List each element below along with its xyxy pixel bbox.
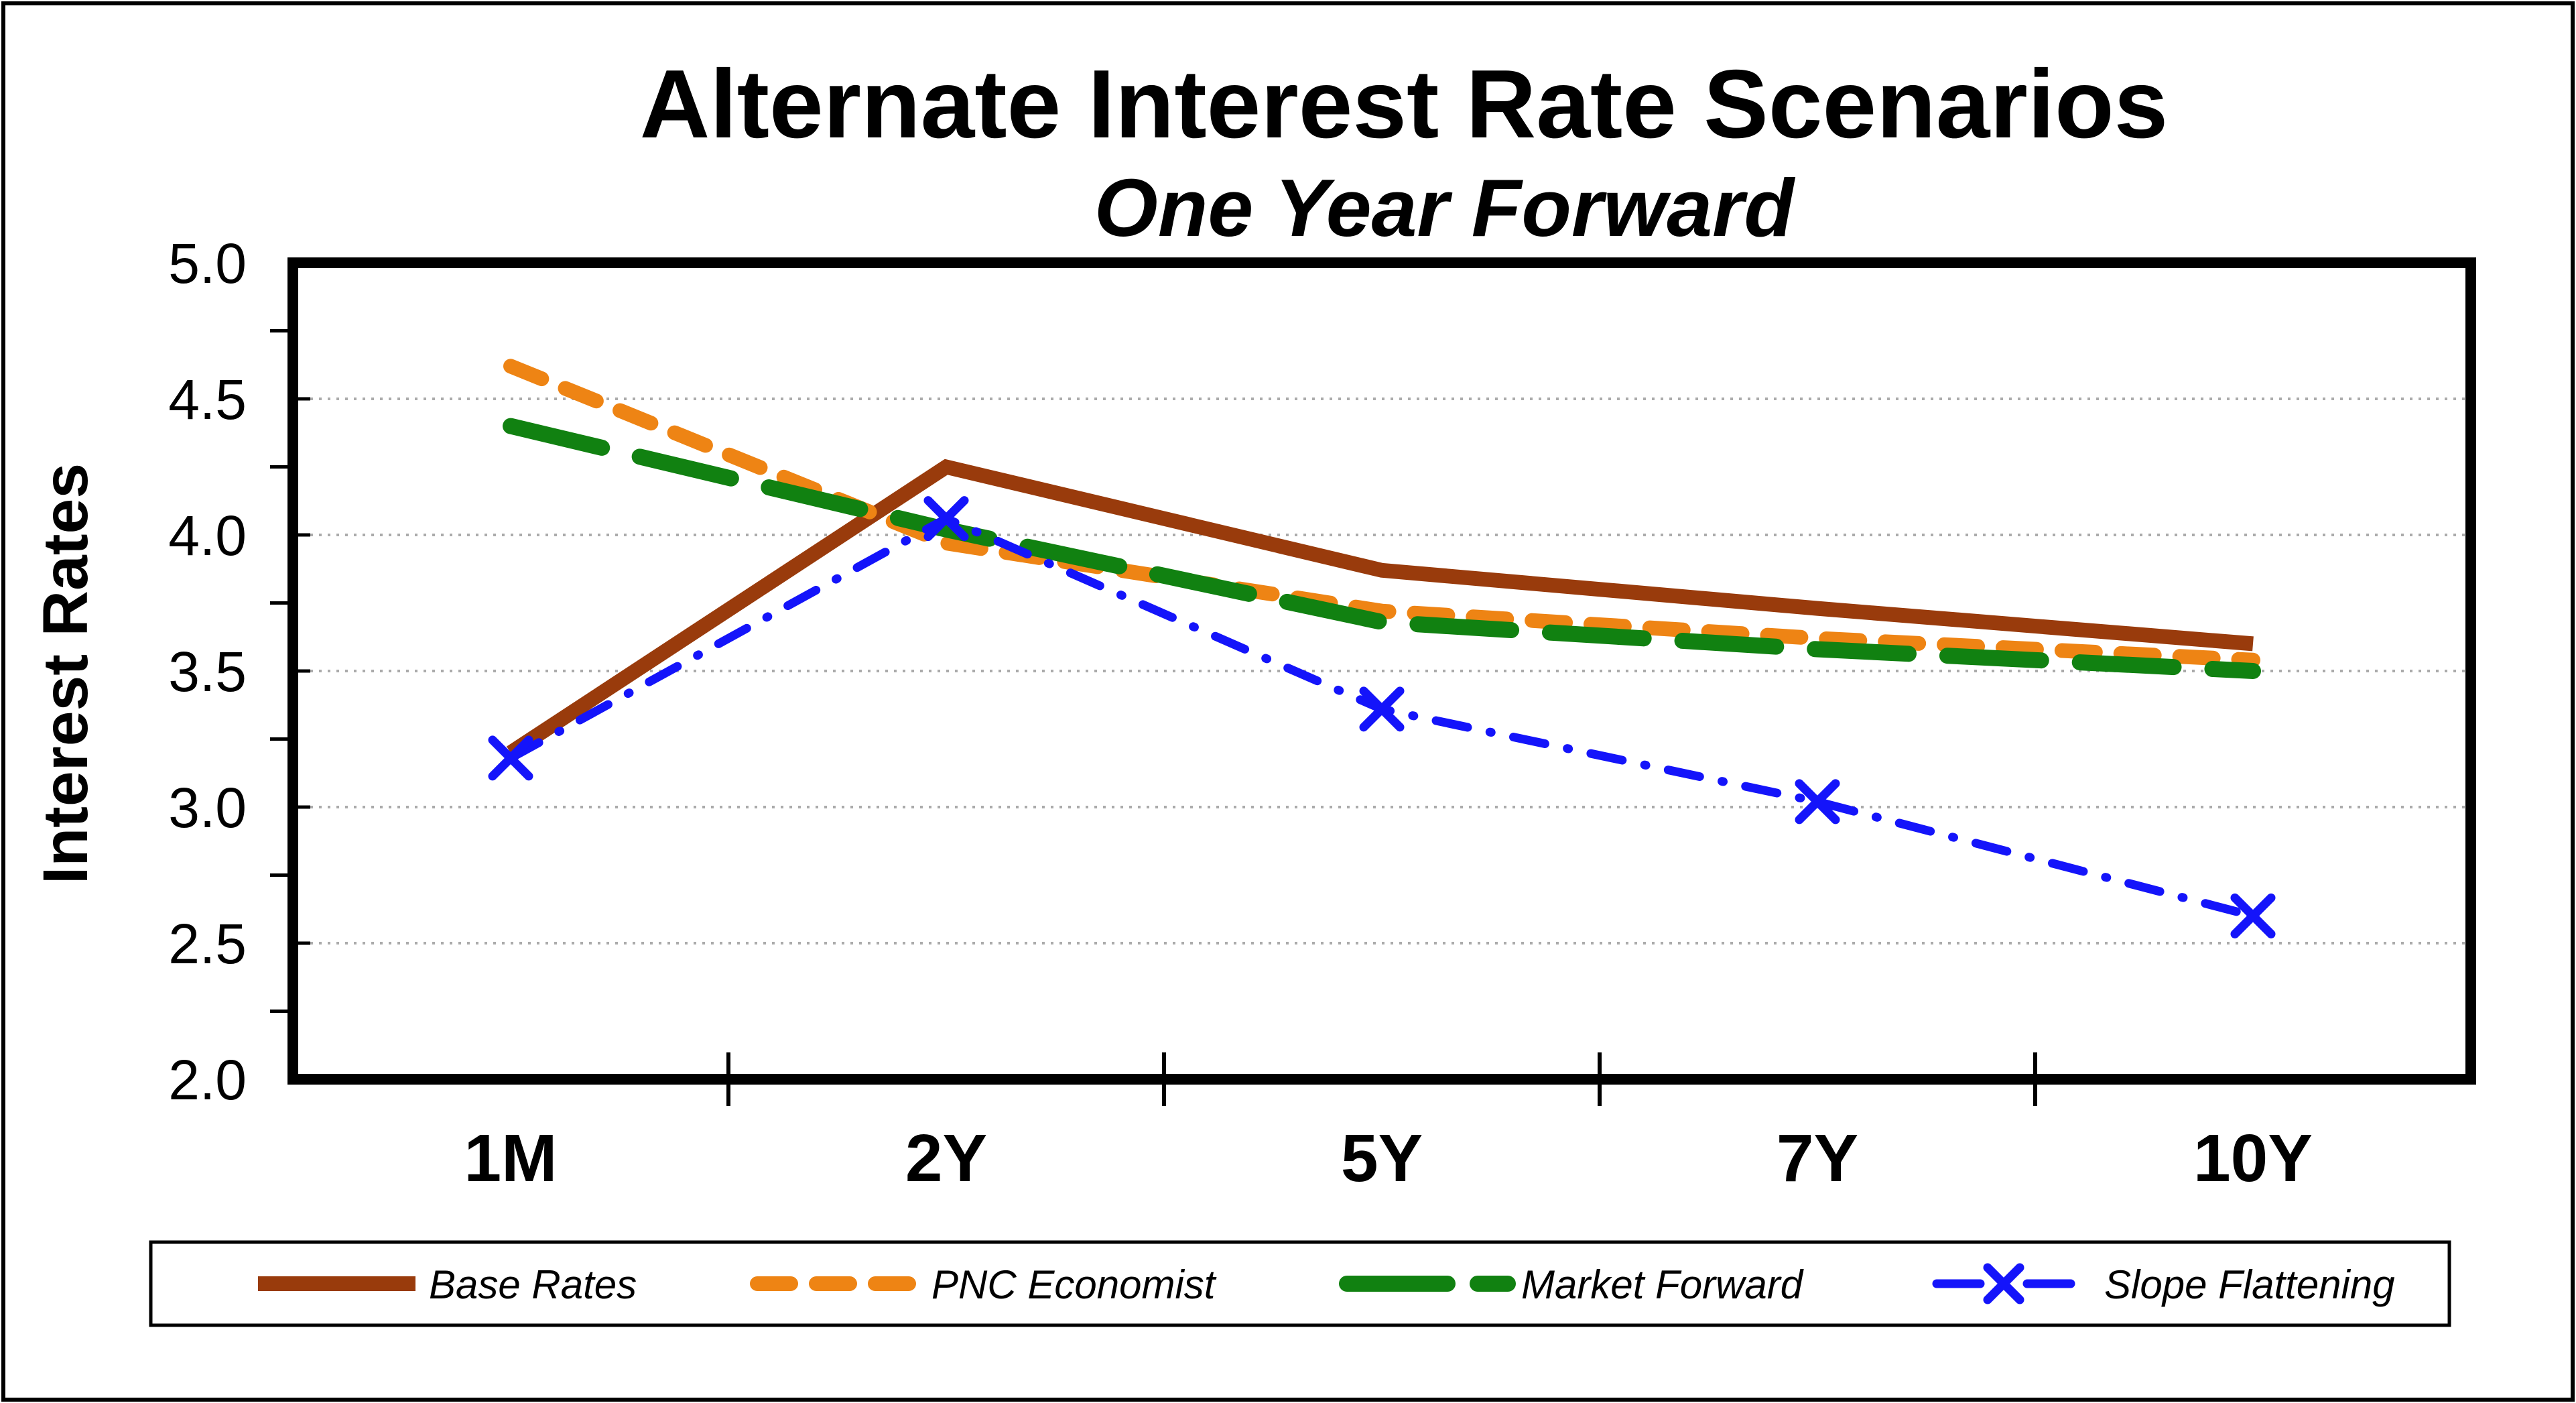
axis-ticks <box>270 329 2037 1106</box>
legend-label-base: Base Rates <box>429 1262 637 1307</box>
series-layer <box>488 359 2276 938</box>
series-market-forward <box>503 418 2261 679</box>
chart-title: Alternate Interest Rate Scenarios <box>640 50 2169 158</box>
y-tick-label: 5.0 <box>168 232 247 295</box>
series-slope-flattening <box>488 496 2276 938</box>
series-line <box>506 459 2254 759</box>
legend-label-pnc: PNC Economist <box>931 1262 1217 1307</box>
x-tick-label: 7Y <box>1777 1121 1858 1196</box>
plot-frame <box>287 257 2476 1085</box>
series-pnc-economist <box>503 359 2260 668</box>
y-tick-label: 2.0 <box>168 1048 247 1111</box>
x-marker <box>488 735 533 781</box>
series-base-rates <box>506 459 2254 759</box>
legend-samples <box>258 1263 2075 1304</box>
y-tick-label: 3.5 <box>168 640 247 703</box>
series-line <box>503 359 2260 668</box>
y-tick-label: 3.0 <box>168 776 247 839</box>
chart-subtitle: One Year Forward <box>1094 162 1796 253</box>
x-marker <box>1359 686 1405 732</box>
gridlines <box>293 398 2471 944</box>
legend-label-market: Market Forward <box>1521 1262 1804 1307</box>
x-marker <box>923 496 969 542</box>
x-tick-label: 10Y <box>2193 1121 2313 1196</box>
x-axis-labels: 1M 2Y 5Y 7Y 10Y <box>464 1121 2313 1196</box>
legend-label-slope: Slope Flattening <box>2104 1262 2395 1307</box>
series-line <box>503 418 2261 679</box>
legend-sample-slope-flattening <box>1932 1263 2075 1304</box>
y-tick-label: 2.5 <box>168 912 247 975</box>
y-tick-label: 4.0 <box>168 504 247 567</box>
x-tick-label: 1M <box>464 1121 558 1196</box>
y-axis-labels: 5.0 4.5 4.0 3.5 3.0 2.5 2.0 <box>168 232 247 1111</box>
x-tick-label: 2Y <box>905 1121 987 1196</box>
legend: Base Rates PNC Economist Market Forward … <box>149 1240 2451 1327</box>
x-marker <box>1795 779 1840 825</box>
y-axis-title: Interest Rates <box>30 463 101 884</box>
x-marker <box>1983 1263 2024 1304</box>
x-tick-label: 5Y <box>1341 1121 1423 1196</box>
x-marker <box>2230 893 2276 938</box>
y-tick-label: 4.5 <box>168 368 247 431</box>
